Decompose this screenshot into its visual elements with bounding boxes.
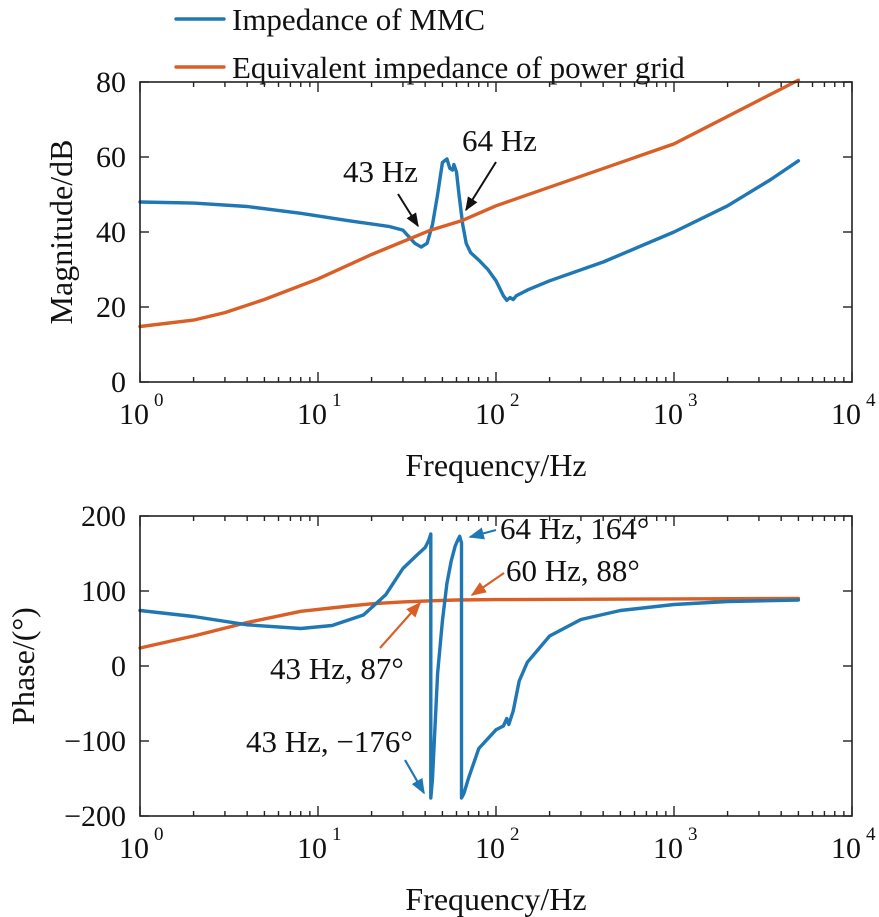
phase-ytick-label: 200 [81,500,126,533]
annotation-ph-60hz: 60 Hz, 88° [470,553,640,596]
magnitude-ytick-label: 0 [111,366,126,399]
annotation-ph-64hz-label: 64 Hz, 164° [500,511,649,546]
magnitude-xtick-label: 10 [831,398,861,431]
phase-xtick-exponent: 1 [332,824,342,845]
annotation-mag-43hz-arrow [397,193,419,228]
phase-mmc-line [138,532,801,800]
magnitude-ytick-label: 80 [96,66,126,99]
annotation-ph-64hz-arrow [468,527,497,540]
annotation-ph-60hz-label: 60 Hz, 88° [506,553,640,588]
magnitude-axes-box [139,81,853,383]
phase-ylabel: Phase/(°) [5,607,41,725]
annotation-ph-43hz-87-arrow [379,601,422,649]
phase-xtick-exponent: 2 [510,824,520,845]
phase-xtick-label: 10 [119,832,149,865]
magnitude-xtick-label: 10 [297,398,327,431]
magnitude-xtick-label: 10 [119,398,149,431]
annotation-ph-64hz: 64 Hz, 164° [468,511,649,546]
annotation-ph-43hz-176: 43 Hz, −176° [246,724,425,795]
phase-xlabel: Frequency/Hz [405,881,586,917]
magnitude-xtick-label: 10 [653,398,683,431]
annotation-mag-64hz-arrow [465,161,497,212]
phase-ytick-label: 0 [111,650,126,683]
legend-label-grid: Equivalent impedance of power grid [232,50,685,85]
phase-xtick-exponent: 3 [688,824,698,845]
phase-axes-box [139,515,853,817]
annotation-mag-43hz-label: 43 Hz [343,154,418,189]
magnitude-grid-line [138,78,801,329]
legend: Impedance of MMC Equivalent impedance of… [174,2,685,85]
magnitude-xtick-exponent: 2 [510,390,520,411]
annotation-ph-43hz-176-label: 43 Hz, −176° [246,724,413,759]
magnitude-mmc-line [138,157,801,302]
magnitude-xlabel: Frequency/Hz [405,447,586,483]
magnitude-ytick-label: 60 [96,141,126,174]
phase-xtick-label: 10 [831,832,861,865]
phase-xtick-exponent: 4 [866,824,876,845]
annotation-ph-43hz-87: 43 Hz, 87° [270,601,422,686]
annotation-mag-64hz-label: 64 Hz [462,123,537,158]
magnitude-xtick-exponent: 3 [688,390,698,411]
annotation-ph-60hz-arrow [470,572,505,596]
magnitude-xtick-exponent: 1 [332,390,342,411]
magnitude-xtick-exponent: 4 [866,390,876,411]
phase-ytick-label: −100 [64,725,126,758]
magnitude-xtick-label: 10 [475,398,505,431]
magnitude-xtick-exponent: 0 [154,390,164,411]
phase-xtick-label: 10 [653,832,683,865]
magnitude-ylabel: Magnitude/dB [43,140,79,325]
magnitude-ytick-label: 20 [96,291,126,324]
annotation-ph-43hz-87-label: 43 Hz, 87° [270,651,404,686]
magnitude-ytick-label: 40 [96,216,126,249]
annotation-mag-64hz: 64 Hz [462,123,537,212]
phase-ytick-label: 100 [81,575,126,608]
phase-xtick-label: 10 [475,832,505,865]
annotation-mag-43hz: 43 Hz [343,154,419,228]
phase-xtick-label: 10 [297,832,327,865]
annotation-ph-43hz-176-arrow [404,759,425,795]
phase-ytick-label: −200 [64,800,126,833]
legend-label-mmc: Impedance of MMC [232,2,485,37]
phase-ticks [139,515,853,817]
phase-xtick-exponent: 0 [154,824,164,845]
